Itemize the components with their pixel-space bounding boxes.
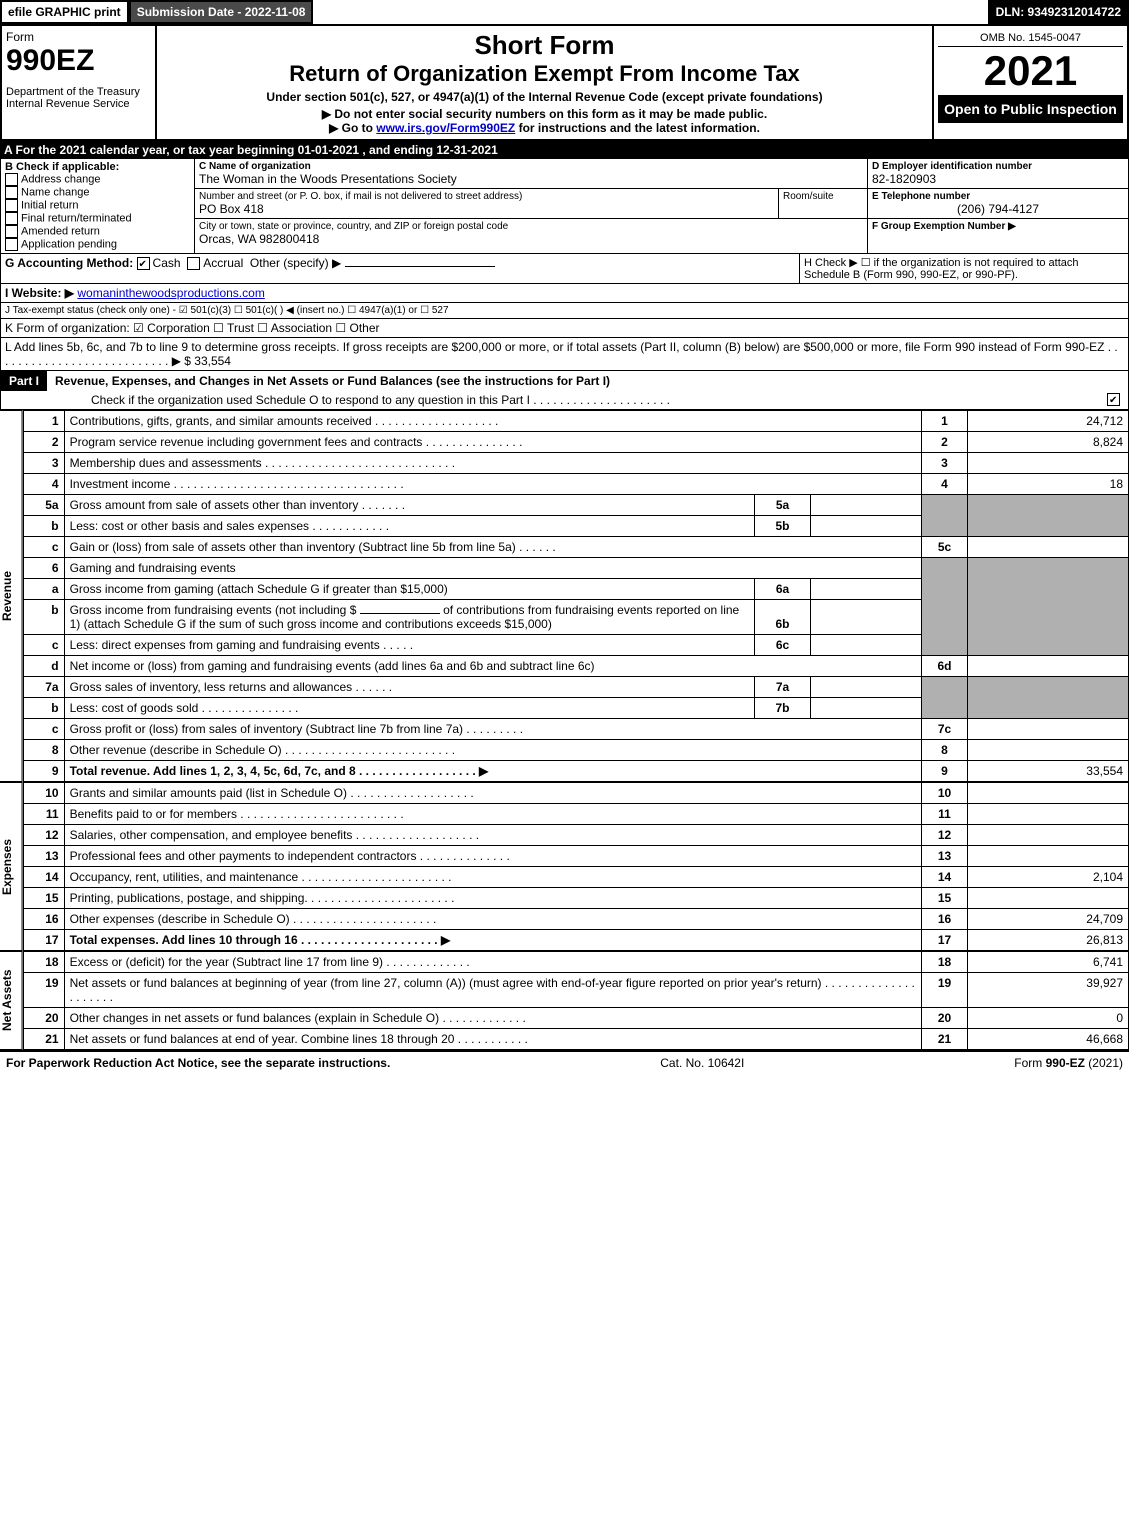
line-7a: 7aGross sales of inventory, less returns… (23, 677, 1128, 698)
check-name-change[interactable]: Name change (21, 186, 90, 198)
dln-cell: DLN: 93492312014722 (988, 0, 1129, 24)
line-19: 19Net assets or fund balances at beginni… (23, 973, 1128, 1008)
submission-date-cell: Submission Date - 2022-11-08 (129, 0, 314, 24)
schedule-o-checkbox[interactable] (1107, 393, 1120, 406)
line-2: 2Program service revenue including gover… (23, 432, 1128, 453)
revenue-vertical-label: Revenue (0, 410, 23, 782)
org-info-block: B Check if applicable: Address change Na… (0, 159, 1129, 254)
netassets-vertical-label: Net Assets (0, 951, 23, 1050)
line-10: 10Grants and similar amounts paid (list … (23, 783, 1128, 804)
dept-line-1: Department of the Treasury (6, 86, 151, 98)
footer-right: Form 990-EZ (2021) (1014, 1056, 1123, 1070)
subtitle: Under section 501(c), 527, or 4947(a)(1)… (161, 90, 928, 104)
room-suite-label: Room/suite (783, 191, 863, 202)
city-label: City or town, state or province, country… (199, 221, 863, 232)
line-6: 6Gaming and fundraising events (23, 558, 1128, 579)
line-15: 15Printing, publications, postage, and s… (23, 888, 1128, 909)
box-e-label: E Telephone number (872, 191, 1124, 202)
dept-line-2: Internal Revenue Service (6, 98, 151, 110)
line-11: 11Benefits paid to or for members . . . … (23, 804, 1128, 825)
check-application-pending[interactable]: Application pending (21, 238, 117, 250)
line-k: K Form of organization: ☑ Corporation ☐ … (0, 319, 1129, 338)
form-word: Form (6, 30, 151, 44)
check-accrual[interactable] (187, 257, 200, 270)
phone-value: (206) 794-4127 (872, 202, 1124, 216)
addr-label: Number and street (or P. O. box, if mail… (199, 191, 774, 202)
part-1-label: Part I (1, 371, 47, 391)
expenses-vertical-label: Expenses (0, 782, 23, 951)
line-14: 14Occupancy, rent, utilities, and mainte… (23, 867, 1128, 888)
check-amended-return[interactable]: Amended return (21, 225, 100, 237)
open-to-public: Open to Public Inspection (938, 95, 1123, 123)
line-1: 1Contributions, gifts, grants, and simil… (23, 411, 1128, 432)
line-g-label: G Accounting Method: (5, 256, 133, 270)
line-8: 8Other revenue (describe in Schedule O) … (23, 740, 1128, 761)
part-1-header: Part I Revenue, Expenses, and Changes in… (0, 371, 1129, 410)
line-i-row: I Website: ▶ womaninthewoodsproductions.… (0, 284, 1129, 303)
expenses-table: 10Grants and similar amounts paid (list … (23, 782, 1129, 951)
line-7c: cGross profit or (loss) from sales of in… (23, 719, 1128, 740)
short-form-title: Short Form (161, 30, 928, 61)
part-1-check-text: Check if the organization used Schedule … (91, 393, 670, 407)
line-l-value: 33,554 (194, 354, 231, 368)
line-20: 20Other changes in net assets or fund ba… (23, 1008, 1128, 1029)
line-i-label: I Website: ▶ (5, 286, 74, 300)
ein-value: 82-1820903 (872, 172, 1124, 186)
top-bar: efile GRAPHIC print Submission Date - 20… (0, 0, 1129, 26)
line-l-text: L Add lines 5b, 6c, and 7b to line 9 to … (5, 340, 1118, 368)
section-a-tax-year: A For the 2021 calendar year, or tax yea… (0, 141, 1129, 159)
check-cash[interactable] (137, 257, 150, 270)
org-city: Orcas, WA 982800418 (199, 232, 863, 246)
warning-1: ▶ Do not enter social security numbers o… (161, 107, 928, 121)
main-title: Return of Organization Exempt From Incom… (161, 61, 928, 87)
check-initial-return[interactable]: Initial return (21, 199, 78, 211)
line-18: 18Excess or (deficit) for the year (Subt… (23, 952, 1128, 973)
line-j: J Tax-exempt status (check only one) - ☑… (0, 303, 1129, 319)
part-1-title: Revenue, Expenses, and Changes in Net As… (47, 374, 610, 388)
line-6d: dNet income or (loss) from gaming and fu… (23, 656, 1128, 677)
footer-mid: Cat. No. 10642I (660, 1056, 744, 1070)
efile-print-label[interactable]: efile GRAPHIC print (0, 0, 129, 24)
check-address-change[interactable]: Address change (21, 173, 101, 185)
line-l-row: L Add lines 5b, 6c, and 7b to line 9 to … (0, 338, 1129, 371)
tax-year: 2021 (938, 47, 1123, 95)
line-3: 3Membership dues and assessments . . . .… (23, 453, 1128, 474)
line-13: 13Professional fees and other payments t… (23, 846, 1128, 867)
line-4: 4Investment income . . . . . . . . . . .… (23, 474, 1128, 495)
check-final-return[interactable]: Final return/terminated (21, 212, 132, 224)
line-5a: 5aGross amount from sale of assets other… (23, 495, 1128, 516)
footer-left: For Paperwork Reduction Act Notice, see … (6, 1056, 390, 1070)
page-footer: For Paperwork Reduction Act Notice, see … (0, 1050, 1129, 1074)
revenue-table: 1Contributions, gifts, grants, and simil… (23, 410, 1129, 782)
line-17: 17Total expenses. Add lines 10 through 1… (23, 930, 1128, 951)
form-header: Form 990EZ Department of the Treasury In… (0, 26, 1129, 141)
netassets-table: 18Excess or (deficit) for the year (Subt… (23, 951, 1129, 1050)
org-name: The Woman in the Woods Presentations Soc… (199, 172, 863, 186)
omb-number: OMB No. 1545-0047 (938, 30, 1123, 47)
line-h: H Check ▶ ☐ if the organization is not r… (799, 254, 1128, 283)
line-5c: cGain or (loss) from sale of assets othe… (23, 537, 1128, 558)
org-address: PO Box 418 (199, 202, 774, 216)
box-b-label: B Check if applicable: (5, 161, 190, 173)
line-9: 9Total revenue. Add lines 1, 2, 3, 4, 5c… (23, 761, 1128, 782)
form-number: 990EZ (6, 44, 151, 78)
website-link[interactable]: womaninthewoodsproductions.com (77, 286, 264, 300)
box-c-name-label: C Name of organization (199, 161, 863, 172)
line-21: 21Net assets or fund balances at end of … (23, 1029, 1128, 1050)
box-d-label: D Employer identification number (872, 161, 1124, 172)
line-16: 16Other expenses (describe in Schedule O… (23, 909, 1128, 930)
irs-link[interactable]: www.irs.gov/Form990EZ (376, 121, 515, 135)
box-f-label: F Group Exemption Number ▶ (872, 221, 1124, 232)
line-12: 12Salaries, other compensation, and empl… (23, 825, 1128, 846)
